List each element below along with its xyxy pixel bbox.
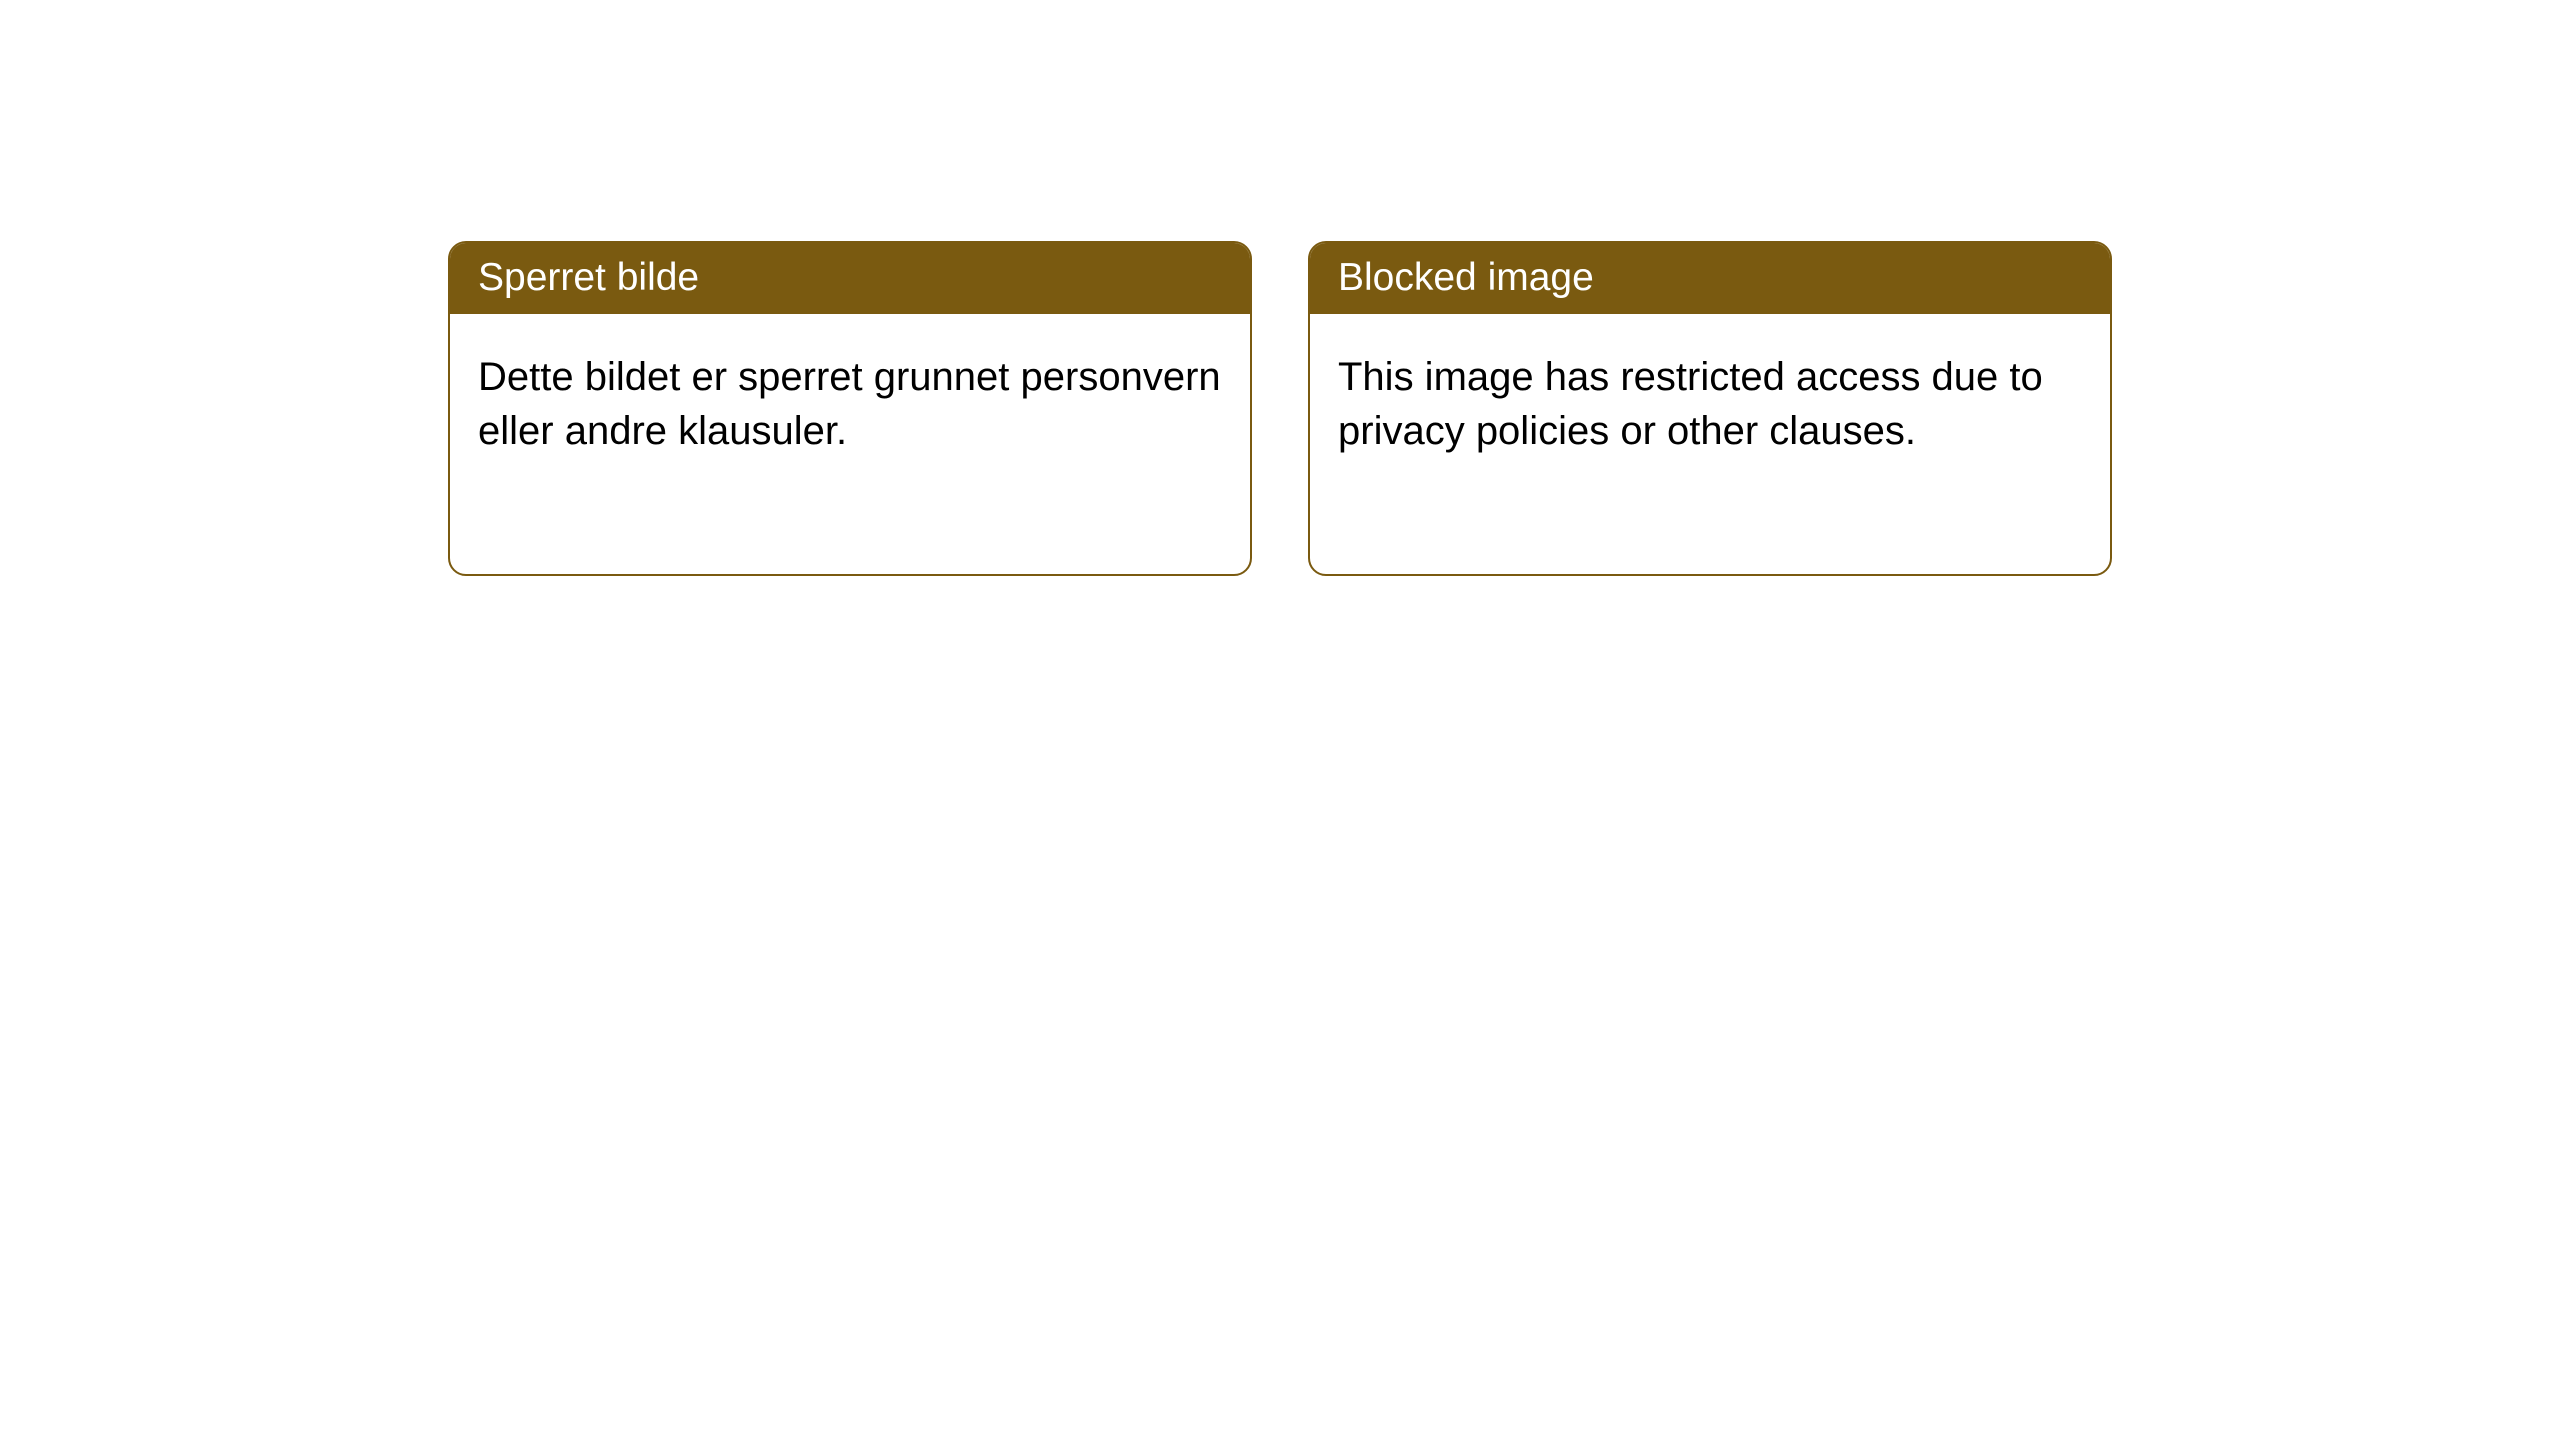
notice-card-body: Dette bildet er sperret grunnet personve… <box>450 314 1250 494</box>
notice-card-title: Blocked image <box>1310 243 2110 314</box>
notice-card-en: Blocked image This image has restricted … <box>1308 241 2112 576</box>
notice-card-no: Sperret bilde Dette bildet er sperret gr… <box>448 241 1252 576</box>
notice-card-body: This image has restricted access due to … <box>1310 314 2110 494</box>
notice-card-title: Sperret bilde <box>450 243 1250 314</box>
notice-cards-row: Sperret bilde Dette bildet er sperret gr… <box>448 241 2112 576</box>
